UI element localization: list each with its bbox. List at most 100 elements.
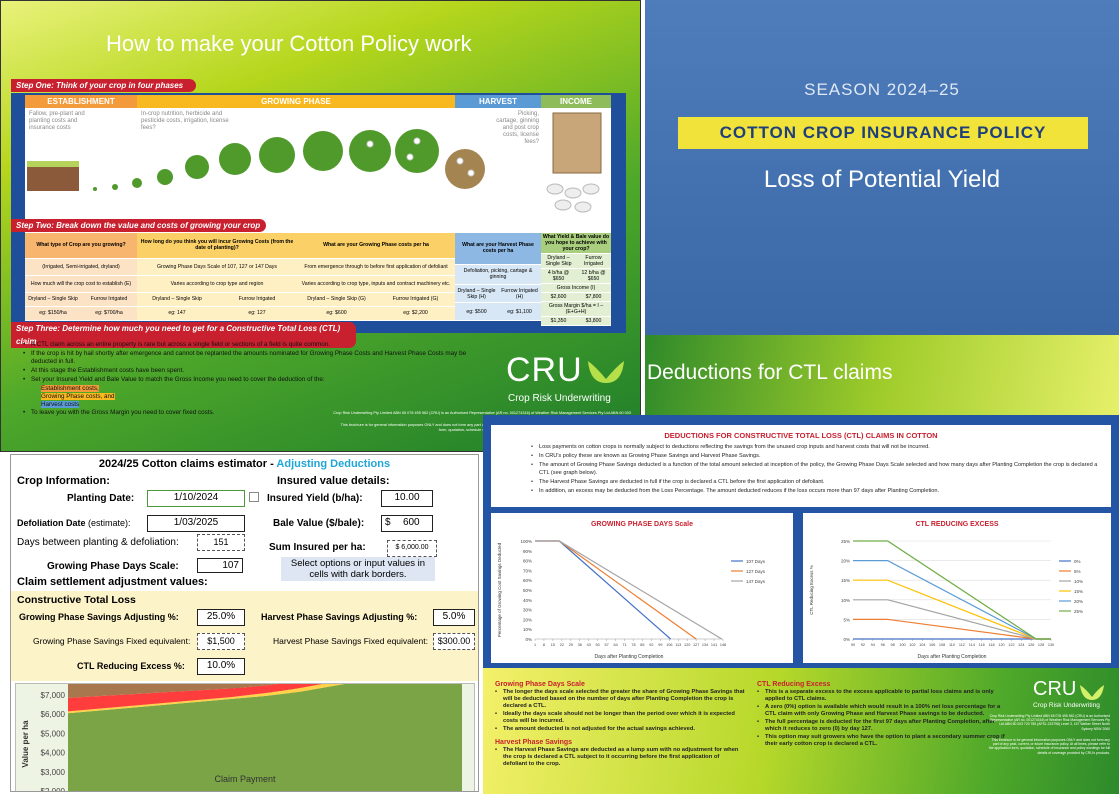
bullet-text: Ideally the days scale should not be lon…	[503, 711, 735, 724]
table-cell: Dryland – Single Skip	[541, 254, 576, 269]
section-label: Insured value details:	[277, 475, 390, 487]
table-cell: $7,800	[576, 293, 611, 302]
sections: Growing Phase Days Scale • The longer the …	[495, 680, 1005, 790]
logo-leaf	[1080, 685, 1104, 700]
crop-illustration	[27, 112, 602, 213]
y-tick-label: 50%	[523, 588, 532, 593]
table-row: eg: 147 eg: 127	[137, 306, 297, 322]
bullet: • In addition, an excess may be deducted …	[531, 487, 1101, 495]
y-tick-label: 25%	[841, 539, 850, 544]
deductions-footer: Growing Phase Days Scale • The longer the …	[483, 668, 1119, 794]
logo-subtitle: Crop Risk Underwriting	[508, 393, 611, 404]
input-box: 107	[197, 558, 243, 573]
table-cell: eg: $600	[297, 306, 376, 322]
chart: GROWING PHASE DAYS Scale 0% 10% 20% 30% 40% 50…	[491, 513, 793, 663]
settlement-area: Constructive Total Loss Growing Phase Sa…	[11, 591, 478, 681]
table-cell: eg: 127	[217, 306, 297, 322]
y-axis-label: Percentage of Growing Cost Savings Deduc…	[497, 542, 502, 637]
step-tab: Step Three: Determine how much you need …	[11, 322, 356, 348]
x-tick-label: 50	[596, 643, 600, 647]
brochure-title: How to make your Cotton Policy work	[106, 31, 472, 56]
section-label: Claim settlement adjustment values:	[17, 576, 208, 588]
y-tick-label: 10%	[841, 598, 850, 603]
legend-label: 5%	[1074, 569, 1081, 574]
table-cell: What are your Growing Phase costs per ha	[297, 233, 455, 259]
y-tick-label: 20%	[523, 617, 532, 622]
table-cell: 12 b/ha @ $650	[576, 269, 611, 284]
title-accent: Adjusting Deductions	[276, 458, 391, 470]
label-note: (estimate):	[88, 518, 131, 528]
bullet-dot: •	[495, 747, 498, 753]
legend-label: 15%	[1074, 589, 1083, 594]
table-cell: Growing Phase Days Scale of 107, 127 or …	[137, 258, 297, 276]
y-tick-label: $3,000	[41, 768, 66, 777]
x-tick-label: 118	[989, 643, 995, 647]
bullet: • The amount of Growing Phase Savings ded…	[531, 461, 1101, 477]
bullet-text: The Harvest Phase Savings are deducted i…	[539, 479, 825, 485]
y-tick-label: 60%	[523, 578, 532, 583]
logo-leaf	[588, 361, 624, 383]
x-tick-label: 57	[605, 643, 609, 647]
table-cell: Furrow Irrigated (H)	[498, 285, 541, 304]
plants	[93, 129, 439, 191]
label-text: Defoliation Date	[17, 518, 86, 528]
fine-print: This brochure is for general information…	[988, 738, 1110, 755]
bullet-dot: •	[757, 704, 760, 710]
legend-label: 0%	[1074, 559, 1081, 564]
soil-top	[27, 161, 79, 167]
table-cell: 4 b/ha @ $650	[541, 269, 576, 284]
x-tick-label: 122	[1008, 643, 1014, 647]
mature-plants	[445, 149, 485, 189]
table-cell: What are your Harvest Phase costs per ha	[455, 233, 541, 265]
x-axis-label: Days after Planting Completion	[918, 654, 987, 660]
x-tick-label: 120	[998, 643, 1004, 647]
step-tab: Step Two: Break down the value and costs…	[11, 219, 266, 232]
table-row: $1,350 $3,800	[541, 317, 611, 326]
content-frame: ESTABLISHMENT GROWING PHASE HARVEST INCO…	[11, 93, 626, 333]
x-tick-label: 134	[702, 643, 708, 647]
table-column: How long do you think you will incur Gro…	[137, 233, 297, 322]
bullet-text: A CTL claim across an entire property is…	[31, 341, 331, 348]
section: Harvest Phase Savings • The Harvest Phase …	[495, 738, 745, 769]
y-tick-label: $6,000	[41, 710, 66, 719]
annotation: Claim Payment	[214, 774, 276, 784]
field-label: Planting Date:	[67, 493, 135, 504]
table-cell: eg: $150/ha	[25, 306, 81, 322]
line	[853, 579, 1051, 640]
y-tick-label: 0%	[843, 637, 850, 642]
season: SEASON 2024–25	[804, 80, 960, 99]
input-box: 5.0%	[433, 609, 475, 626]
bale	[552, 112, 602, 174]
bullet: • At this stage the Establishment costs h…	[23, 367, 493, 375]
y-tick-label: $5,000	[41, 729, 66, 738]
area	[68, 684, 462, 791]
table-cell: Dryland – Single Skip (G)	[297, 292, 376, 307]
section-label: Constructive Total Loss	[17, 594, 136, 606]
bullet: • This option may suit growers who have t…	[757, 734, 1007, 748]
x-tick-label: 90	[851, 643, 855, 647]
x-tick-label: 92	[649, 643, 653, 647]
bullet-dot: •	[495, 726, 498, 732]
table-cell: How much will the crop cost to establish…	[25, 275, 137, 293]
table-cell: Furrow Irrigated	[81, 292, 137, 307]
bullet-text: The amount of Growing Phase Savings dedu…	[539, 462, 1098, 476]
x-tick-label: 114	[969, 643, 975, 647]
table-row: 4 b/ha @ $650 12 b/ha @ $650	[541, 269, 611, 284]
table-cell: Dryland – Single Skip	[137, 292, 217, 307]
table-cell: Gross Margin $/ha = I – (E+G+H)	[541, 302, 611, 317]
bullet: • A zero (0%) option is available which w…	[757, 704, 1007, 718]
phase: ESTABLISHMENT	[25, 95, 137, 108]
hint: Select options or input values in cells …	[281, 557, 435, 581]
legend-label: 147 Days	[746, 579, 766, 584]
x-tick-label: 120	[684, 643, 690, 647]
table-cell: Furrow Irrigated	[576, 254, 611, 269]
estimator: 2024/25 Cotton claims estimator - Adjust…	[10, 454, 479, 792]
sub-item: Growing Phase costs, and	[23, 393, 493, 401]
input-box: 1/10/2024	[147, 490, 245, 507]
bullet-text: The Harvest Phase Savings are deducted a…	[503, 747, 739, 767]
deductions-title: DEDUCTIONS FOR CONSTRUCTIVE TOTAL LOSS (…	[664, 431, 938, 440]
x-tick-label: 108	[939, 643, 945, 647]
sub-item: Harvest costs	[23, 401, 493, 409]
x-tick-label: 94	[871, 643, 875, 647]
input-box: 25.0%	[197, 609, 245, 626]
